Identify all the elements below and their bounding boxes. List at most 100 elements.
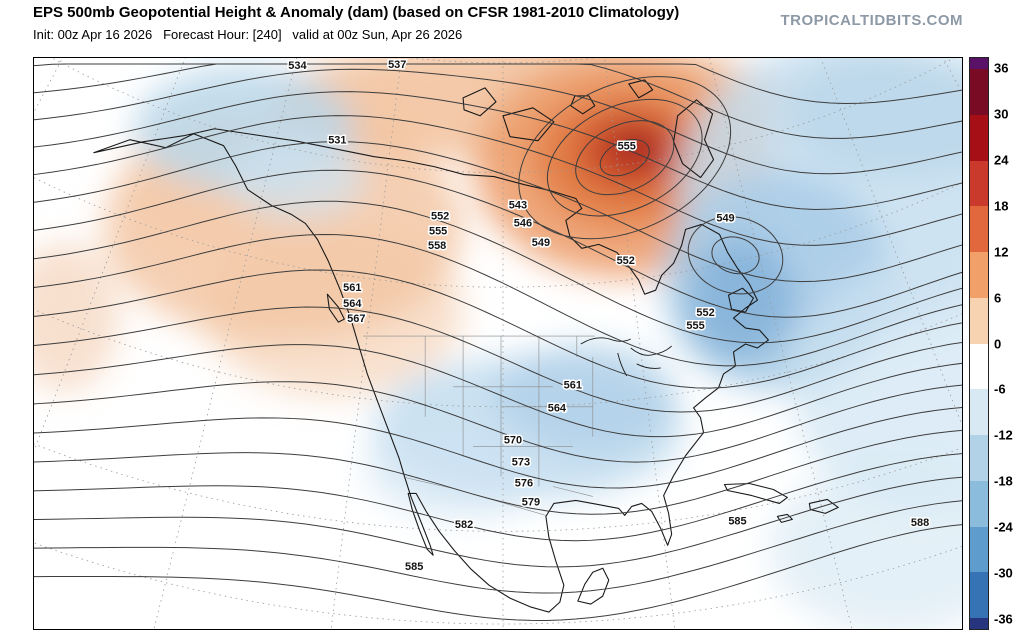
colorbar-segment (970, 435, 988, 481)
height-contour-line (34, 63, 962, 139)
anomaly-blob (606, 127, 663, 168)
height-contour-line (34, 429, 962, 515)
contour-label: 552 (696, 307, 714, 319)
newfoundland (727, 287, 754, 313)
height-contour-line (34, 141, 962, 283)
colorbar-segment (970, 114, 988, 161)
contour-label: 585 (405, 561, 423, 573)
contour-label: 555 (686, 320, 704, 332)
colorbar-segment (970, 206, 988, 252)
contour-label: 555 (429, 225, 447, 237)
colorbar-segment (970, 343, 988, 390)
anomaly-blob (782, 58, 962, 178)
closed-contours (518, 76, 784, 295)
height-contour-line (34, 200, 962, 344)
colorbar-tick-label: -18 (994, 473, 1013, 489)
contour-label: 561 (564, 380, 582, 392)
contour-label: 561 (343, 282, 361, 294)
height-contour-line (34, 115, 962, 246)
height-contour-line (34, 169, 962, 318)
contour-label: 546 (514, 217, 532, 229)
height-contour-line (34, 406, 962, 489)
colorbar-tick-label: 12 (994, 244, 1009, 260)
colorbar-tick-label: 36 (994, 60, 1009, 76)
contour-label: 558 (428, 240, 446, 252)
colorbar-tick-label: -24 (994, 519, 1013, 535)
contour-label: 579 (522, 496, 540, 508)
contour-label: 531 (328, 135, 346, 147)
colorbar-tick-label: 0 (994, 336, 1002, 351)
contour-label: 555 (618, 141, 636, 153)
contour-label: 552 (431, 210, 449, 222)
anomaly-blob (769, 463, 962, 629)
baffin-island (673, 99, 715, 179)
contour-label: 588 (911, 517, 929, 529)
cuba (723, 482, 788, 504)
hispaniola (808, 498, 839, 514)
colorbar-segment (970, 480, 988, 527)
colorbar-tick-label: 18 (994, 198, 1009, 214)
colorbar-labels: 36 30 24 18 12 6 0 -6 -12 -18 -24 -30 -36 (994, 57, 1024, 630)
contour-label: 564 (343, 298, 362, 310)
map-panel: 534 537 531 555 552 555 558 543 546 549 552 549 561 5… (33, 57, 963, 630)
contour-label: 585 (728, 515, 746, 527)
init-valid-line: Init: 00z Apr 16 2026 Forecast Hour: [24… (33, 27, 463, 42)
height-contour-line (34, 306, 962, 413)
atlantic-low-contours (687, 216, 784, 295)
colorbar (969, 57, 989, 630)
height-contour-line (34, 500, 962, 594)
height-contours (34, 63, 962, 622)
contour-label: 549 (716, 212, 734, 224)
contour-label: 534 (288, 60, 307, 72)
contour-label: 564 (548, 403, 567, 415)
contour-label: 573 (512, 456, 530, 468)
height-contour-line (34, 344, 962, 438)
contour-label: 567 (347, 313, 365, 325)
hudson-high-contours (518, 76, 732, 240)
colorbar-tick-label: -30 (994, 565, 1013, 581)
yucatan (577, 567, 610, 605)
mainland-coast (93, 128, 769, 613)
arctic-islet-2 (628, 79, 654, 99)
colorbar-tick-label: 30 (994, 106, 1009, 122)
vancouver-island (326, 293, 345, 323)
colorbar-segment (970, 58, 988, 69)
colorbar-segment (970, 526, 988, 573)
colorbar-segment (970, 572, 988, 618)
victoria-island (502, 107, 555, 142)
site-watermark: TROPICALTIDBITS.COM (780, 12, 963, 29)
anomaly-blob (34, 242, 119, 392)
contour-label: 570 (504, 435, 522, 447)
contour-label: 552 (617, 255, 635, 267)
contour-label: 582 (455, 519, 473, 531)
colorbar-segment (970, 297, 988, 344)
contour-label: 549 (532, 237, 550, 249)
height-contour-line (34, 524, 962, 622)
height-contour-line (34, 68, 962, 175)
anomaly-blob (494, 343, 678, 454)
colorbar-segment (970, 69, 988, 115)
colorbar-segment (970, 618, 988, 629)
height-contour-line (34, 91, 962, 210)
colorbar-tick-label: -6 (994, 381, 1006, 397)
colorbar-segment (970, 160, 988, 207)
colorbar-tick-label: -36 (994, 611, 1013, 627)
colorbar-segment (970, 252, 988, 298)
anomaly-blob (792, 257, 962, 517)
colorbar-tick-label: -12 (994, 427, 1013, 443)
contour-label: 543 (509, 199, 527, 211)
anomaly-blob (203, 227, 464, 397)
anomaly-blob (685, 238, 796, 362)
colorbar-tick-label: 24 (994, 152, 1009, 168)
height-contour-line (34, 269, 962, 389)
jamaica (776, 513, 793, 523)
colorbar-tick-label: 6 (994, 290, 1002, 306)
anomaly-blob (225, 135, 366, 220)
height-contour-line (34, 476, 962, 568)
graticule (34, 58, 962, 629)
height-contour-line (34, 453, 962, 542)
chart-title: EPS 500mb Geopotential Height & Anomaly … (33, 4, 680, 21)
